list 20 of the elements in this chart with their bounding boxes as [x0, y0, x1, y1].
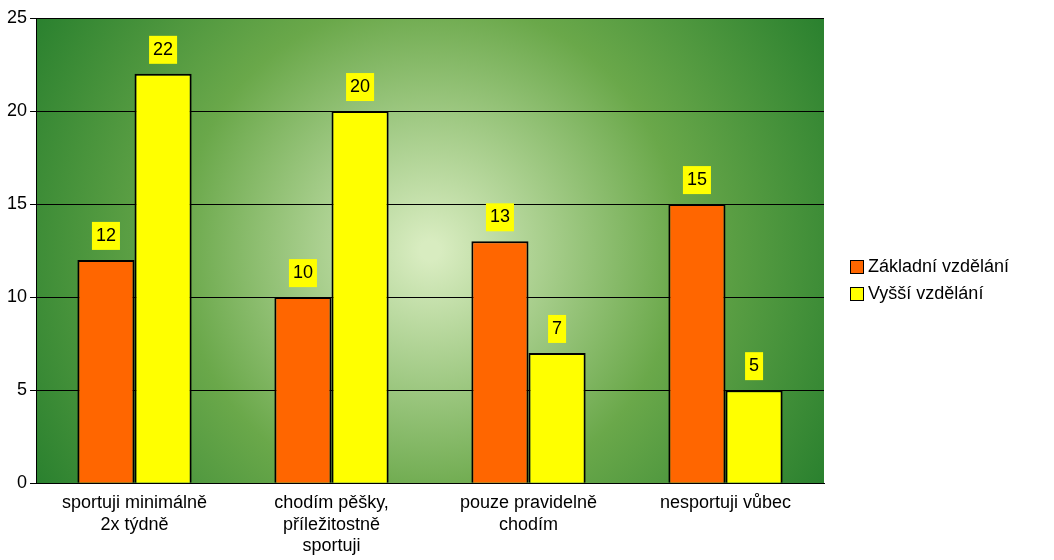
x-tick-label: sportuji minimálně 2x týdně: [61, 491, 208, 534]
data-label: 5: [749, 355, 760, 376]
x-tick-label: pouze pravidelně chodím: [459, 491, 598, 534]
y-tick-label: 15: [6, 193, 28, 214]
data-label: 20: [350, 76, 371, 97]
y-tick-label: 5: [17, 379, 28, 400]
y-tick-label: 10: [6, 286, 28, 307]
y-tick-label: 0: [17, 472, 28, 493]
text: Vyšší vzdělání: [868, 283, 984, 304]
data-label: 15: [686, 169, 707, 190]
data-label: 12: [95, 224, 116, 245]
y-tick-label: 20: [6, 100, 28, 121]
data-label: 22: [153, 38, 174, 59]
data-label: 7: [552, 317, 563, 338]
x-tick-label: chodím pěšky, příležitostně sportuji: [274, 491, 389, 556]
data-label: 13: [489, 206, 510, 227]
y-tick-label: 25: [6, 6, 28, 27]
x-tick-label: nesportuji vůbec: [659, 491, 792, 512]
data-label: 10: [292, 262, 313, 283]
legend-label: Základní vzdělání: [868, 256, 1010, 277]
